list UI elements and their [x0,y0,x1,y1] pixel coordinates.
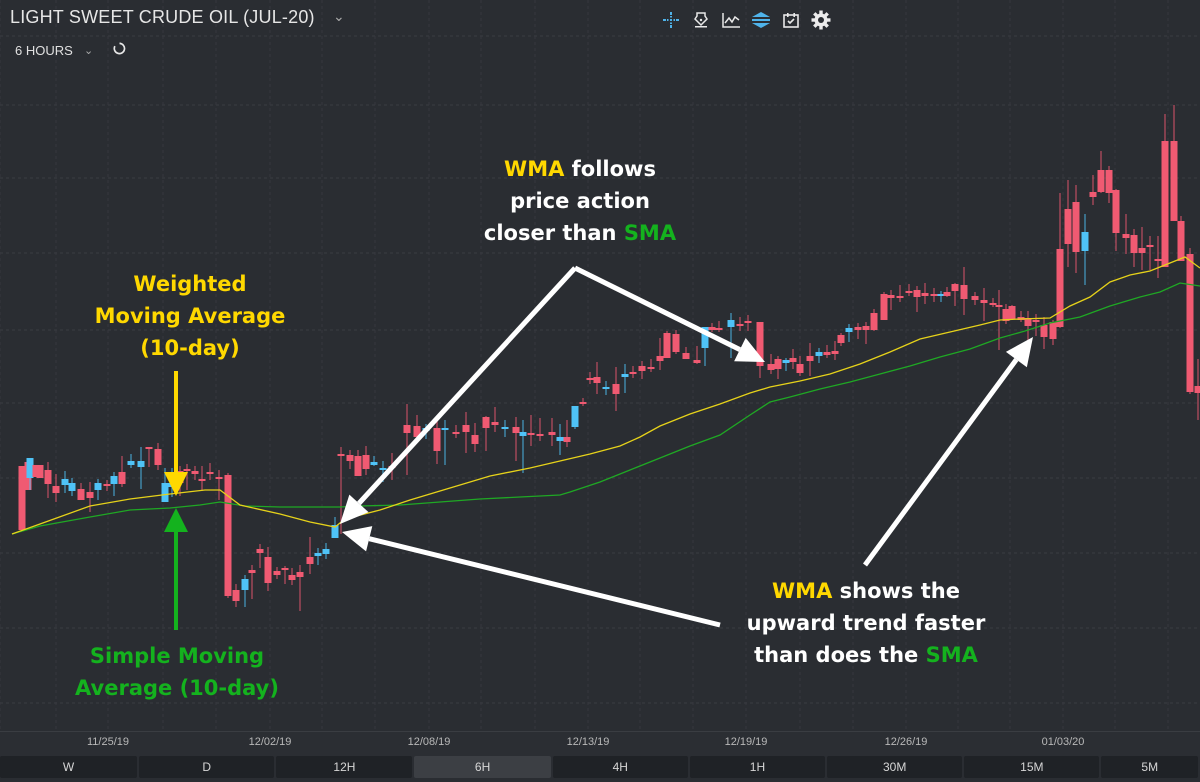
x-tick-label: 12/26/19 [884,736,928,748]
timeframe-d[interactable]: D [139,756,275,778]
line-chart-icon[interactable] [720,9,742,31]
timeframe-15m[interactable]: 15M [964,756,1100,778]
annotation-arrows [164,265,1033,630]
timeframe-1h[interactable]: 1H [689,756,826,778]
trend-annotation: WMA shows the upward trend faster than d… [716,575,1016,671]
x-tick-label: 12/13/19 [566,736,610,748]
sma-label-annotation: Simple Moving Average (10-day) [62,640,292,704]
closer-line3: closer than [483,221,624,245]
trend-line2: upward trend faster [746,611,986,635]
interval-selector[interactable]: 6 HOURS [15,43,73,58]
sma-label-line2: Average (10-day) [75,676,279,700]
sma-line [11,282,1200,535]
chart-toolbar [660,9,832,31]
closer-follows: follows [564,157,656,181]
pen-icon[interactable] [690,9,712,31]
closer-annotation: WMA follows price action closer than SMA [430,153,730,249]
closer-sma: SMA [623,221,677,245]
x-tick-label: 01/03/20 [1041,736,1085,748]
wma-label-line2: Moving Average [94,304,286,328]
trend-line3: than does the [754,643,926,667]
instrument-title[interactable]: LIGHT SWEET CRUDE OIL (JUL-20) [10,7,315,27]
timeframe-4h[interactable]: 4H [552,756,688,778]
timeframe-6h[interactable]: 6H [414,756,551,778]
chevron-down-icon[interactable]: ⌄ [84,45,94,57]
x-tick-label: 12/19/19 [724,736,768,748]
sma-label-line1: Simple Moving [89,644,265,668]
wma-label-line1: Weighted [133,272,247,296]
x-tick-label: 12/02/19 [248,736,292,748]
refresh-icon[interactable] [113,42,126,55]
chart-header: LIGHT SWEET CRUDE OIL (JUL-20) ⌄ 6 HOURS… [0,0,1200,70]
closer-line2: price action [510,189,650,213]
wma-line [11,256,1200,535]
wma-label-line3: (10-day) [140,336,240,360]
trend-sma: SMA [925,643,978,667]
x-tick-label: 11/25/19 [86,736,130,748]
timeframe-5m[interactable]: 5M [1101,756,1199,778]
layers-icon[interactable] [750,9,772,31]
timeframe-12h[interactable]: 12H [276,756,413,778]
gear-icon[interactable] [810,9,832,31]
wma-label-annotation: Weighted Moving Average (10-day) [90,268,290,364]
candles [18,105,1200,611]
x-axis: 11/25/19 12/02/19 12/08/19 12/13/19 12/19/19… [0,731,1200,756]
crosshair-icon[interactable] [660,9,682,31]
closer-wma: WMA [504,157,565,181]
trend-wma: WMA [772,579,833,603]
timeframe-bar: W D 12H 6H 4H 1H 30M 15M 5M [0,756,1200,782]
trend-shows: shows the [832,579,960,603]
chevron-down-icon[interactable]: ⌄ [333,8,345,24]
x-tick-label: 12/08/19 [407,736,451,748]
calendar-icon[interactable] [780,9,802,31]
timeframe-30m[interactable]: 30M [827,756,963,778]
grid-lines [0,0,1200,730]
timeframe-w[interactable]: W [0,756,138,778]
